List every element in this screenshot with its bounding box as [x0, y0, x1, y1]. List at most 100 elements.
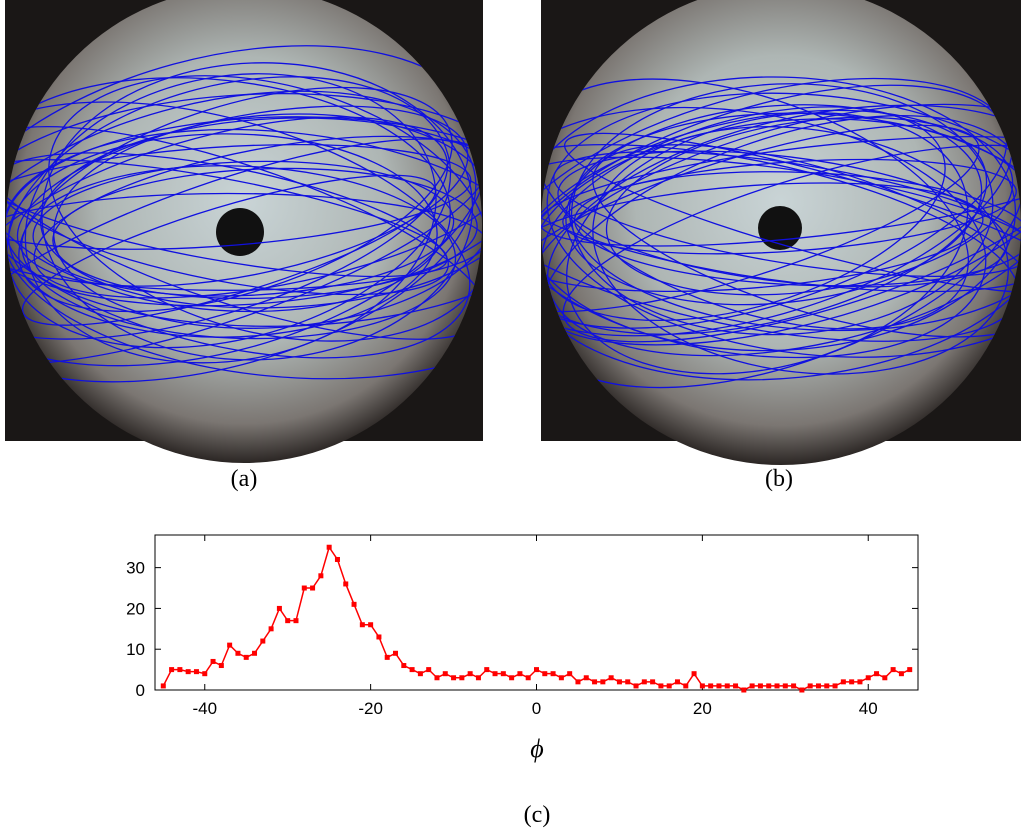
data-point	[674, 679, 680, 685]
data-point	[865, 675, 871, 681]
data-point	[492, 671, 498, 677]
data-point	[650, 679, 656, 685]
detected-arc	[568, 112, 1021, 332]
y-tick-label: 0	[136, 681, 145, 700]
plot-frame	[154, 534, 919, 691]
data-point	[268, 626, 274, 632]
detected-arc	[546, 92, 1021, 358]
data-point	[567, 671, 573, 677]
data-point	[633, 683, 639, 689]
data-point	[840, 679, 846, 685]
data-point	[318, 573, 324, 579]
data-point	[260, 638, 266, 644]
data-point	[500, 671, 506, 677]
data-point	[625, 679, 631, 685]
detected-arc	[52, 167, 478, 300]
data-point	[310, 585, 316, 591]
detected-arc	[541, 103, 1021, 346]
data-point	[351, 601, 357, 607]
data-point	[716, 683, 722, 689]
data-point	[368, 622, 374, 628]
detected-arc	[32, 160, 455, 297]
image-a	[5, 0, 483, 463]
detected-arc	[6, 138, 482, 365]
detected-arc	[6, 159, 448, 278]
image-b	[541, 0, 1021, 465]
data-point	[550, 671, 556, 677]
data-point	[210, 658, 216, 664]
data-point	[202, 671, 208, 677]
x-tick-label: 40	[859, 699, 878, 718]
data-point	[683, 683, 689, 689]
data-point	[832, 683, 838, 689]
data-point	[849, 679, 855, 685]
caption: (b)	[765, 466, 793, 492]
detected-arc	[40, 117, 482, 309]
detected-arc	[541, 182, 984, 293]
detected-arc	[6, 192, 482, 291]
data-point	[799, 687, 805, 693]
detected-arc	[48, 75, 482, 342]
data-point	[824, 683, 830, 689]
caption: (a)	[231, 466, 258, 492]
detected-arc	[592, 126, 1009, 375]
data-point	[509, 675, 515, 681]
data-point	[334, 556, 340, 562]
data-point	[484, 667, 490, 673]
data-point	[293, 618, 299, 624]
data-point	[600, 679, 606, 685]
data-point	[757, 683, 763, 689]
data-point	[426, 667, 432, 673]
data-point	[301, 585, 307, 591]
data-point	[442, 671, 448, 677]
data-point	[749, 683, 755, 689]
data-point	[326, 544, 332, 550]
data-point	[542, 671, 548, 677]
detected-arc	[562, 158, 1017, 255]
detected-arc	[541, 106, 987, 359]
data-point	[384, 654, 390, 660]
detected-arc	[6, 45, 482, 367]
data-point	[699, 683, 705, 689]
detected-arc	[592, 144, 1021, 338]
data-point	[583, 675, 589, 681]
data-point	[475, 675, 481, 681]
data-point	[185, 669, 191, 675]
detected-arc	[33, 135, 482, 299]
detected-arc	[21, 174, 437, 326]
data-point	[434, 675, 440, 681]
y-tick-label: 30	[126, 559, 145, 578]
data-point	[227, 642, 233, 648]
data-point	[177, 667, 183, 673]
caption: (c)	[524, 802, 551, 828]
data-point	[451, 675, 457, 681]
detected-arc	[541, 124, 980, 313]
data-point	[882, 675, 888, 681]
y-tick-label: 10	[126, 640, 145, 659]
y-tick-label: 20	[126, 599, 145, 618]
data-point	[393, 650, 399, 656]
data-point	[815, 683, 821, 689]
detected-arc	[6, 152, 449, 296]
detected-arc	[570, 83, 994, 336]
data-point	[666, 683, 672, 689]
data-point	[401, 663, 407, 669]
data-point	[459, 675, 465, 681]
data-point	[592, 679, 598, 685]
data-point	[160, 683, 166, 689]
x-tick-label: 0	[532, 699, 541, 718]
detected-arc	[541, 135, 1021, 247]
detected-arc	[565, 104, 983, 306]
data-point	[874, 671, 880, 677]
data-point	[525, 675, 531, 681]
detected-arc	[6, 125, 482, 340]
x-tick-label: -20	[358, 699, 383, 718]
data-point	[741, 687, 747, 693]
data-point	[907, 667, 913, 673]
data-point	[235, 650, 241, 656]
detected-arc	[541, 76, 1017, 352]
data-point	[558, 675, 564, 681]
data-point	[534, 667, 539, 673]
data-point	[276, 605, 282, 611]
